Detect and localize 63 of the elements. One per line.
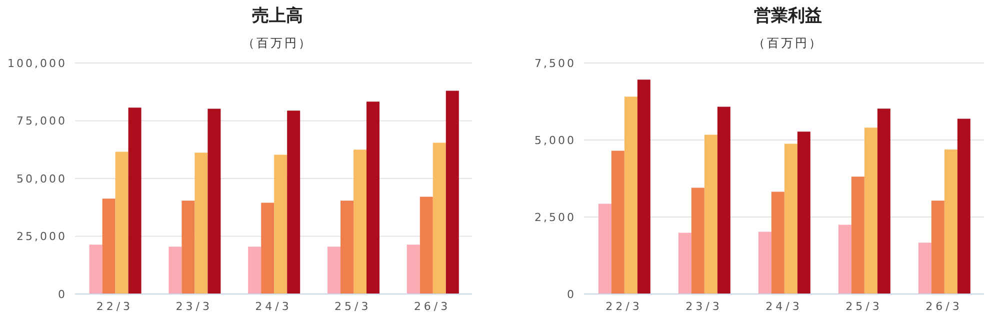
x-tick-label: 24/3 bbox=[766, 300, 802, 313]
x-tick-label: 22/3 bbox=[606, 300, 642, 313]
bar bbox=[678, 232, 692, 294]
bar bbox=[797, 132, 810, 294]
bar bbox=[89, 244, 102, 294]
x-tick-label: 26/3 bbox=[414, 300, 451, 313]
bar bbox=[944, 150, 958, 294]
bar bbox=[717, 106, 730, 294]
bar bbox=[128, 108, 142, 294]
chart-title: 売上高 bbox=[251, 5, 304, 27]
bar bbox=[611, 150, 624, 294]
x-tick-label: 25/3 bbox=[846, 300, 882, 313]
x-tick-label: 26/3 bbox=[926, 300, 962, 313]
x-tick-label: 23/3 bbox=[686, 300, 722, 313]
bar bbox=[194, 152, 208, 294]
bar bbox=[918, 242, 932, 294]
x-tick-label: 23/3 bbox=[176, 300, 212, 313]
bar bbox=[340, 200, 354, 294]
bar bbox=[420, 196, 433, 294]
chart-subtitle: （百万円） bbox=[752, 35, 824, 52]
bar bbox=[637, 80, 650, 294]
bar bbox=[704, 134, 718, 294]
bar bbox=[877, 108, 890, 294]
bar bbox=[168, 246, 182, 294]
y-tick-label: 100,000 bbox=[8, 56, 67, 70]
bar bbox=[182, 200, 195, 294]
bar bbox=[248, 246, 262, 294]
y-tick-label: 25,000 bbox=[16, 230, 67, 244]
bar bbox=[691, 188, 704, 294]
bar bbox=[261, 202, 274, 294]
y-tick-label: 0 bbox=[567, 288, 576, 301]
bar bbox=[838, 224, 852, 294]
bar bbox=[208, 108, 221, 294]
x-tick-label: 25/3 bbox=[334, 300, 372, 313]
y-tick-label: 75,000 bbox=[16, 114, 67, 128]
y-tick-label: 2,500 bbox=[534, 210, 576, 224]
bar bbox=[758, 232, 772, 294]
bar bbox=[784, 144, 798, 294]
bar bbox=[366, 102, 380, 294]
bar bbox=[598, 204, 612, 294]
bar bbox=[624, 96, 638, 294]
bar bbox=[287, 110, 300, 294]
bar bbox=[864, 128, 878, 294]
y-tick-label: 7,500 bbox=[534, 56, 576, 70]
bar bbox=[274, 154, 288, 294]
y-tick-label: 0 bbox=[58, 288, 67, 301]
bar bbox=[446, 90, 459, 294]
bar bbox=[327, 246, 340, 294]
bar bbox=[771, 192, 784, 294]
chart-title: 営業利益 bbox=[753, 5, 823, 27]
bar bbox=[115, 152, 128, 294]
y-tick-label: 50,000 bbox=[16, 172, 67, 186]
bar bbox=[406, 244, 420, 294]
bar bbox=[432, 142, 446, 294]
y-tick-label: 5,000 bbox=[534, 134, 576, 147]
bar bbox=[851, 176, 864, 294]
x-tick-label: 22/3 bbox=[96, 300, 134, 313]
bar bbox=[931, 200, 944, 294]
chart-subtitle: （百万円） bbox=[242, 35, 314, 52]
bar bbox=[353, 150, 366, 294]
bar bbox=[102, 198, 116, 294]
x-tick-label: 24/3 bbox=[255, 300, 292, 313]
bar bbox=[957, 118, 970, 294]
